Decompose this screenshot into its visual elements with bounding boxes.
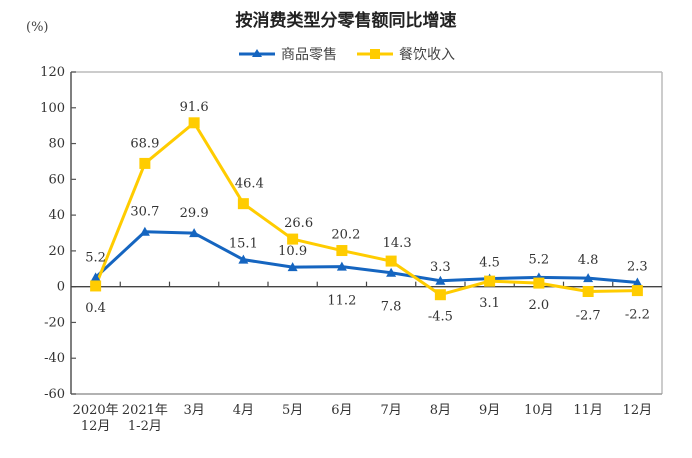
data-point-retail [238,254,249,264]
x-tick-label: 12月 [623,403,653,418]
data-label-catering: 20.2 [331,228,360,243]
data-point-catering [336,245,348,257]
y-tick-label: -20 [44,315,65,330]
legend-item-retail: 商品零售 [237,44,337,64]
data-point-catering [237,198,249,210]
x-tick-label: 10月 [524,403,554,418]
y-tick-label: -40 [44,351,65,366]
data-label-catering: -4.5 [428,310,453,325]
y-tick-label: 20 [48,244,65,259]
x-tick-label: 6月 [331,403,352,418]
data-point-retail [189,228,200,238]
x-tick-label: 8月 [430,403,451,418]
data-label-retail: 30.7 [130,205,159,220]
data-label-retail: 5.2 [529,252,550,267]
data-label-retail: 11.2 [327,294,356,309]
data-label-catering: 2.0 [529,298,550,313]
x-tick-label: 1-2月 [128,419,162,434]
data-label-catering: 14.3 [383,236,412,251]
x-tick-label: 2021年 [122,403,168,418]
y-tick-label: 60 [48,172,65,187]
data-label-catering: -2.2 [625,308,650,323]
legend-item-catering: 餐饮收入 [355,44,455,64]
legend-swatch-retail [239,49,275,57]
data-label-catering: 26.6 [284,216,313,231]
data-point-retail [632,277,643,287]
data-point-catering [434,289,446,301]
data-point-catering [582,285,594,297]
x-tick-label: 4月 [233,403,254,418]
data-point-retail [583,273,594,283]
data-point-retail [435,275,446,285]
y-tick-label: 100 [40,101,65,116]
legend: 商品零售 餐饮收入 [0,44,692,64]
data-label-retail: 4.5 [479,256,500,271]
data-label-catering: -2.7 [576,308,601,323]
data-label-retail: 3.3 [430,260,451,275]
data-point-catering [631,285,643,297]
data-point-retail [90,272,101,282]
data-point-catering [533,277,545,289]
chart-title: 按消费类型分零售额同比增速 [235,11,457,31]
data-label-retail: 5.2 [85,250,106,265]
data-label-retail: 10.9 [278,244,307,259]
y-axis-unit-label: (%) [26,20,49,35]
series-line-catering [94,121,638,297]
data-point-retail [386,267,397,277]
data-point-catering [188,117,200,129]
data-point-catering [287,233,299,245]
x-tick-label: 12月 [81,419,111,434]
y-tick-label: 0 [57,280,65,295]
x-tick-label: 3月 [183,403,204,418]
data-label-retail: 7.8 [381,300,402,315]
data-label-retail: 15.1 [229,237,258,252]
y-tick-label: 120 [40,65,65,80]
data-point-catering [139,157,151,169]
legend-swatch-catering [357,49,393,59]
data-label-retail: 4.8 [578,253,599,268]
data-point-catering [90,280,102,292]
data-label-retail: 2.3 [627,260,648,275]
x-tick-label: 7月 [380,403,401,418]
x-tick-label: 2020年 [73,403,119,418]
data-label-catering: 46.4 [235,177,264,192]
series-line-retail [94,230,638,285]
data-point-retail [139,226,150,236]
data-label-retail: 29.9 [180,206,209,221]
data-label-catering: 3.1 [479,296,500,311]
y-tick-label: 80 [48,137,65,152]
data-point-retail [287,262,298,272]
x-tick-label: 5月 [282,403,303,418]
data-label-catering: 68.9 [130,136,159,151]
legend-label-retail: 商品零售 [281,47,337,63]
x-tick-label: 11月 [573,403,603,418]
data-point-catering [484,275,496,287]
y-tick-label: 40 [48,208,65,223]
x-tick-label: 9月 [479,403,500,418]
data-label-catering: 0.4 [85,301,106,316]
data-label-catering: 91.6 [180,100,209,115]
y-tick-label: -60 [44,387,65,402]
data-point-retail [336,261,347,271]
data-point-catering [385,255,397,267]
legend-label-catering: 餐饮收入 [399,47,455,63]
